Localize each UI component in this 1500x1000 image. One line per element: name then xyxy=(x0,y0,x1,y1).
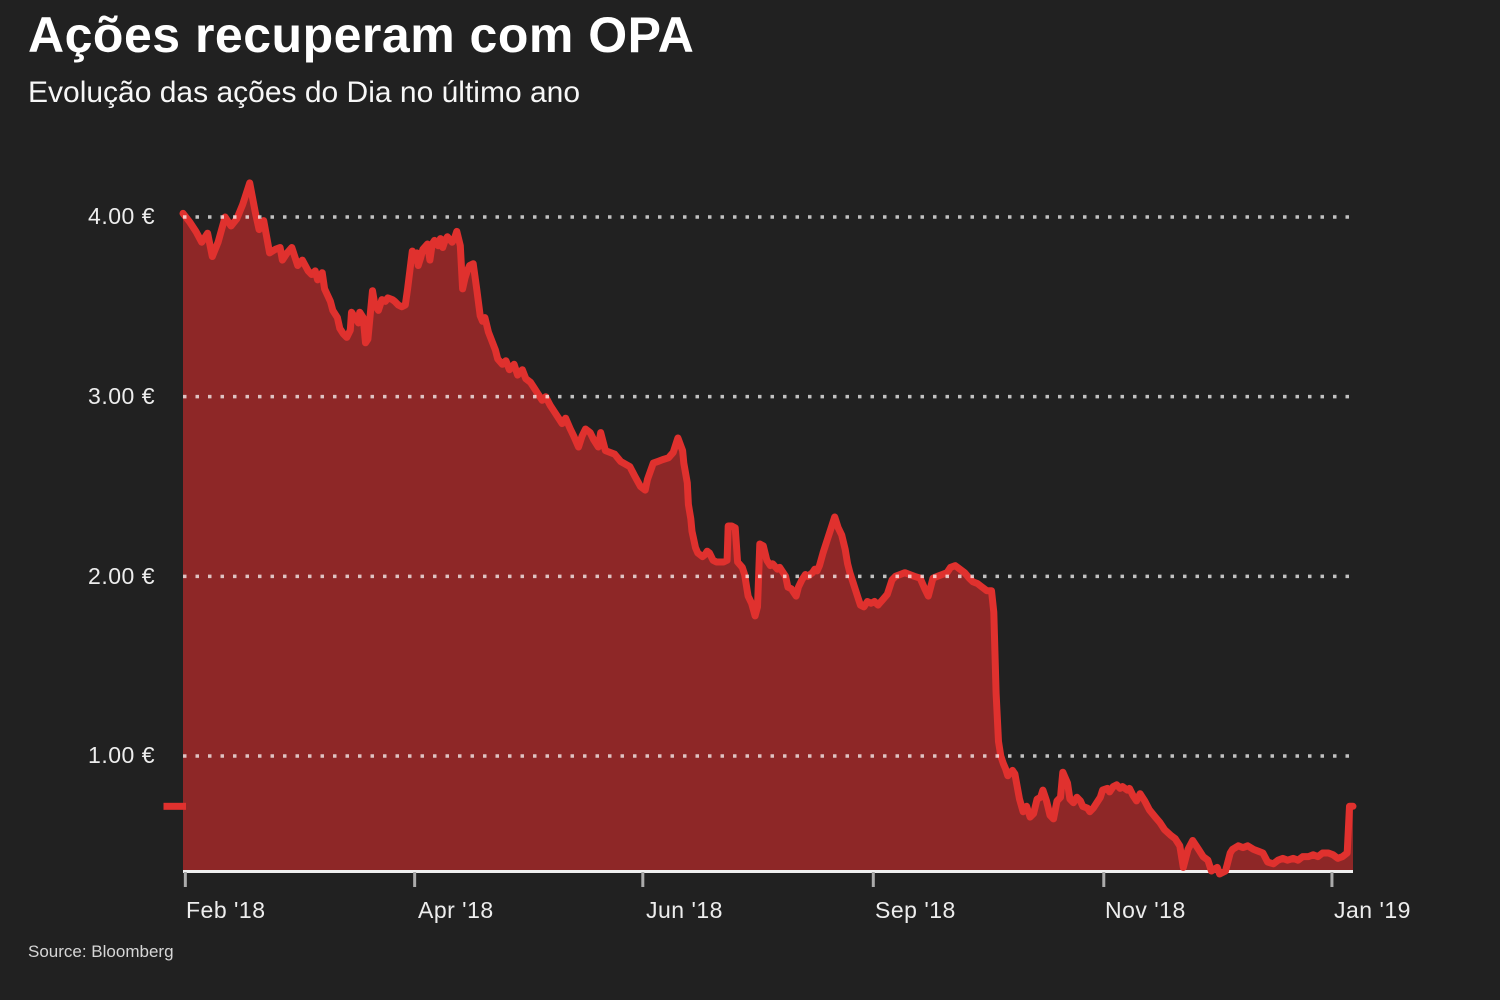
source-label: Source: Bloomberg xyxy=(28,942,174,961)
x-axis-label: Apr '18 xyxy=(418,897,494,923)
y-axis-label: 4.00 € xyxy=(88,203,155,229)
x-axis-label: Jun '18 xyxy=(646,897,723,923)
area-fill xyxy=(183,182,1353,874)
last-price-marker xyxy=(163,802,186,810)
y-axis-label: 2.00 € xyxy=(88,563,155,589)
chart-subtitle: Evolução das ações do Dia no último ano xyxy=(28,76,581,109)
y-axis-label: 1.00 € xyxy=(88,742,155,768)
y-axis-label: 3.00 € xyxy=(88,383,155,409)
x-axis-label: Nov '18 xyxy=(1105,897,1186,923)
x-axis-label: Sep '18 xyxy=(875,897,956,923)
chart-title: Ações recuperam com OPA xyxy=(28,7,695,63)
price-line xyxy=(179,179,1357,878)
x-axis-label: Jan '19 xyxy=(1334,897,1411,923)
x-axis-label: Feb '18 xyxy=(186,897,266,923)
